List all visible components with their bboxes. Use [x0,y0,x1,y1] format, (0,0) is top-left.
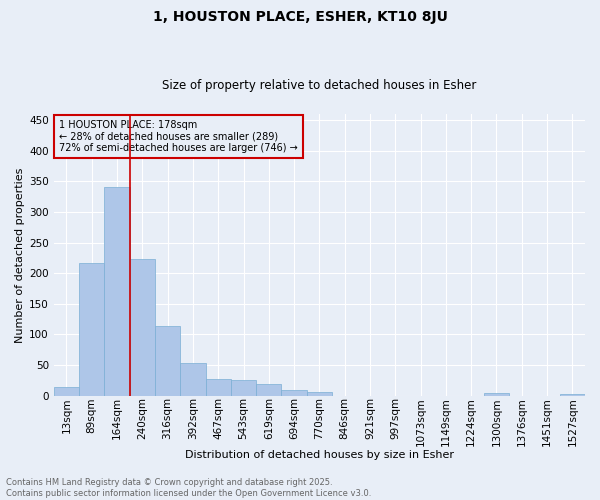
Text: 1 HOUSTON PLACE: 178sqm
← 28% of detached houses are smaller (289)
72% of semi-d: 1 HOUSTON PLACE: 178sqm ← 28% of detache… [59,120,298,153]
Bar [155,326,180,396]
Bar [484,393,509,396]
Text: Contains HM Land Registry data © Crown copyright and database right 2025.
Contai: Contains HM Land Registry data © Crown c… [6,478,371,498]
Bar [206,379,231,396]
Title: Size of property relative to detached houses in Esher: Size of property relative to detached ho… [162,79,476,92]
Text: 1, HOUSTON PLACE, ESHER, KT10 8JU: 1, HOUSTON PLACE, ESHER, KT10 8JU [152,10,448,24]
Bar [79,263,104,396]
Y-axis label: Number of detached properties: Number of detached properties [15,167,25,342]
Bar [560,394,585,396]
Bar [281,390,307,396]
Bar [180,362,206,396]
Bar [307,392,332,396]
Bar [256,384,281,396]
Bar [54,386,79,396]
X-axis label: Distribution of detached houses by size in Esher: Distribution of detached houses by size … [185,450,454,460]
Bar [231,380,256,396]
Bar [130,258,155,396]
Bar [104,188,130,396]
